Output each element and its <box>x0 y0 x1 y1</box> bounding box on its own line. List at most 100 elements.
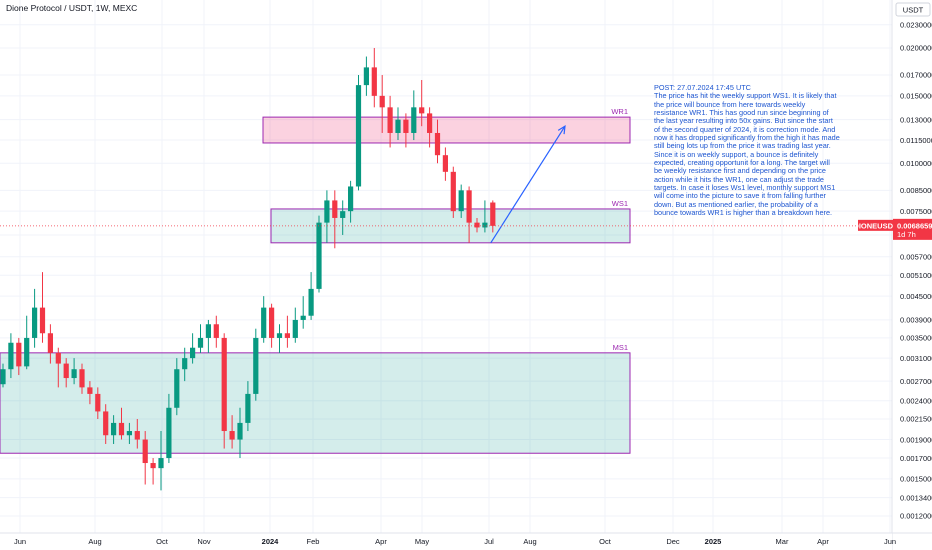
candle[interactable] <box>474 217 480 233</box>
candle-body <box>150 463 156 469</box>
candle[interactable] <box>95 387 101 419</box>
candle[interactable] <box>150 458 156 485</box>
candle[interactable] <box>205 319 211 353</box>
candle[interactable] <box>245 381 251 432</box>
candle[interactable] <box>16 337 22 376</box>
candle[interactable] <box>55 347 61 388</box>
candle[interactable] <box>411 90 417 141</box>
candle[interactable] <box>308 272 314 320</box>
grid <box>0 0 892 533</box>
candle[interactable] <box>300 296 306 329</box>
x-tick-label: 2025 <box>705 537 722 546</box>
candle[interactable] <box>134 418 140 449</box>
candle[interactable] <box>434 119 441 164</box>
candle[interactable] <box>363 56 369 96</box>
candle[interactable] <box>39 272 46 343</box>
candle[interactable] <box>126 422 132 444</box>
currency-box[interactable] <box>895 2 931 17</box>
candle[interactable] <box>332 190 338 249</box>
candle[interactable] <box>213 315 219 348</box>
candle[interactable] <box>197 324 204 353</box>
candle[interactable] <box>253 328 259 401</box>
candle[interactable] <box>111 415 117 444</box>
candle[interactable] <box>221 333 227 449</box>
candle[interactable] <box>355 75 362 191</box>
candle[interactable] <box>118 407 125 440</box>
candle[interactable] <box>340 200 346 235</box>
candle[interactable] <box>395 107 401 141</box>
candle-body <box>332 200 338 218</box>
candle[interactable] <box>174 358 180 416</box>
candles[interactable] <box>0 48 496 491</box>
candle[interactable] <box>63 358 69 388</box>
candle-body <box>229 431 235 440</box>
candle[interactable] <box>190 333 196 364</box>
candle[interactable] <box>387 95 393 148</box>
candle[interactable] <box>490 200 496 233</box>
candle[interactable] <box>316 215 322 293</box>
time-scale[interactable]: Jun Aug Oct Nov 2024 Feb Apr May Jul Aug Oct Dec 202… <box>14 537 896 546</box>
x-tick-label: 2024 <box>262 537 280 546</box>
candle-body <box>118 422 125 436</box>
candle[interactable] <box>466 186 472 243</box>
candle[interactable] <box>292 307 298 343</box>
candle[interactable] <box>79 363 85 394</box>
price-tag <box>893 218 932 240</box>
candle-body <box>284 333 290 338</box>
candle-body <box>237 422 243 440</box>
candle[interactable] <box>24 315 30 370</box>
candle[interactable] <box>142 431 148 485</box>
candle[interactable] <box>324 190 330 243</box>
candle[interactable] <box>47 324 53 364</box>
candle[interactable] <box>0 363 6 388</box>
candle[interactable] <box>269 303 275 348</box>
candle[interactable] <box>158 431 164 491</box>
candle[interactable] <box>482 200 488 233</box>
candle-body <box>95 393 101 412</box>
x-tick-label: Feb <box>307 537 320 546</box>
candle-body <box>24 337 30 367</box>
candle-body <box>174 369 180 408</box>
candle-body <box>261 307 267 338</box>
candle[interactable] <box>348 180 354 223</box>
candle-body <box>466 190 472 223</box>
zone-label-ms1: MS1 <box>613 343 628 352</box>
chart-title: Dione Protocol / USDT, 1W, MEXC <box>6 3 137 13</box>
projection-arrowhead <box>557 125 566 135</box>
candle[interactable] <box>8 333 14 379</box>
candle[interactable] <box>276 324 283 353</box>
candle[interactable] <box>261 296 267 343</box>
candle[interactable] <box>427 107 433 148</box>
x-tick-label: Mar <box>776 537 789 546</box>
candle[interactable] <box>371 48 377 108</box>
candle[interactable] <box>419 80 425 127</box>
candle[interactable] <box>403 113 409 148</box>
candle-body <box>197 337 204 348</box>
candle[interactable] <box>32 288 38 348</box>
y-tick-label: 0.0039000 <box>900 316 932 325</box>
candle[interactable] <box>237 407 243 459</box>
candle[interactable] <box>450 166 456 218</box>
y-tick-label: 0.0150000 <box>900 92 932 101</box>
candle[interactable] <box>166 393 172 464</box>
candle-body <box>324 200 330 223</box>
candle[interactable] <box>229 415 235 449</box>
candle-body <box>32 307 38 338</box>
zone-wr1[interactable] <box>262 116 631 144</box>
price-scale[interactable]: 0.0230000 0.0200000 0.0170000 0.0150000 0.01… <box>900 20 932 520</box>
candle[interactable] <box>284 315 290 348</box>
candle[interactable] <box>182 347 188 382</box>
candle-body <box>142 439 148 464</box>
candle-body <box>111 422 117 436</box>
candle[interactable] <box>458 184 464 218</box>
zone-ms1[interactable] <box>0 352 631 454</box>
projection-arrow <box>490 125 566 244</box>
candle[interactable] <box>379 75 385 133</box>
candle[interactable] <box>87 381 93 405</box>
candle[interactable] <box>71 358 77 385</box>
candle[interactable] <box>103 404 109 444</box>
candle[interactable] <box>442 147 448 181</box>
candle-body <box>363 67 369 86</box>
